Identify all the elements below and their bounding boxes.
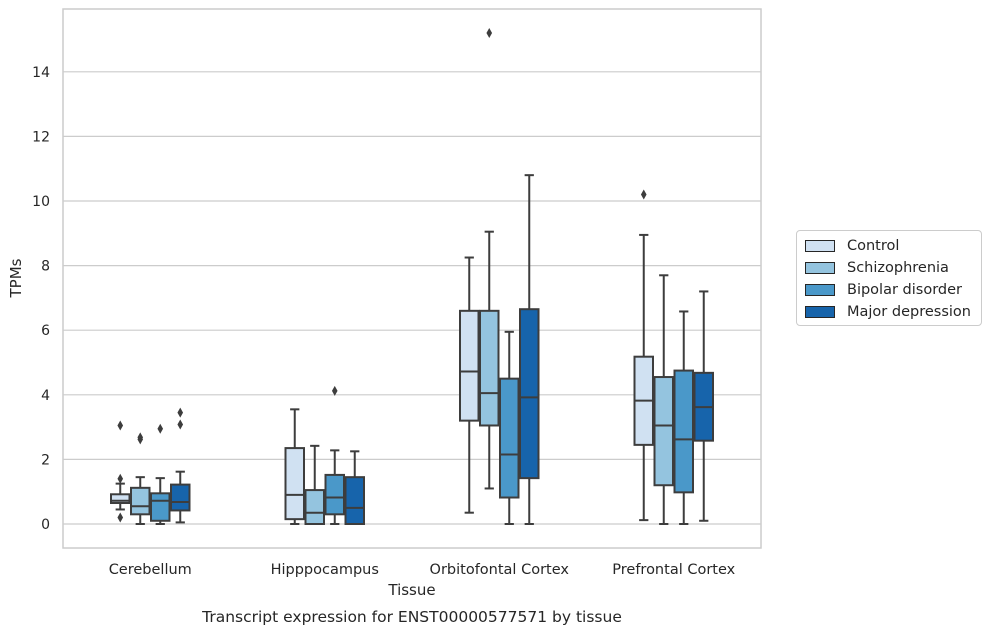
box-3-2 [519, 174, 540, 525]
y-tick-labels: 0 2 4 6 8 10 12 14 [32, 65, 50, 533]
chart-title: Transcript expression for ENST0000057757… [201, 608, 622, 626]
box-1-0 [130, 432, 151, 525]
box-body [324, 473, 345, 516]
box-2-1 [324, 385, 345, 525]
x-tick-label: Cerebellum [109, 562, 192, 578]
outlier-point [640, 189, 647, 200]
legend-item-schizophrenia: Schizophrenia [805, 258, 949, 278]
box-body [499, 377, 520, 499]
box-body [673, 369, 694, 494]
y-tick-label: 8 [41, 259, 50, 275]
box-0-1 [284, 408, 305, 525]
legend-swatch-major-depression [805, 306, 835, 318]
box-body [519, 308, 540, 480]
x-tick-labels: Cerebellum Hipppocampus Orbitofontal Corte… [109, 562, 736, 578]
y-tick-label: 0 [41, 517, 50, 533]
x-axis-label: Tissue [387, 581, 435, 599]
legend-swatch-control [805, 240, 835, 252]
outlier-point [157, 423, 164, 434]
box-body [344, 476, 365, 526]
legend: Control Schizophrenia Bipolar disorder M… [796, 230, 982, 326]
outlier-point [486, 28, 493, 39]
box-body [479, 309, 500, 427]
y-tick-label: 6 [41, 323, 50, 339]
y-tick-label: 14 [32, 65, 50, 81]
legend-item-control: Control [805, 236, 899, 256]
x-tick-label: Prefrontal Cortex [612, 562, 735, 578]
y-tick-label: 2 [41, 452, 50, 468]
legend-label-schizophrenia: Schizophrenia [847, 260, 949, 276]
x-tick-label: Hipppocampus [271, 562, 379, 578]
y-tick-label: 10 [32, 194, 50, 210]
grid-lines [63, 71, 761, 525]
box-body [304, 489, 325, 525]
box-body [150, 492, 171, 522]
plot-boxes [110, 28, 714, 526]
box-1-1 [304, 444, 325, 525]
box-body [130, 486, 151, 516]
box-2-2 [499, 330, 520, 525]
box-2-3 [673, 310, 694, 525]
outlier-point [331, 385, 338, 396]
box-0-3 [633, 189, 654, 522]
box-3-3 [693, 290, 714, 522]
box-0-0 [110, 420, 131, 523]
outlier-point [117, 420, 124, 431]
box-2-0 [150, 423, 171, 525]
legend-swatch-bipolar-disorder [805, 284, 835, 296]
legend-label-bipolar-disorder: Bipolar disorder [847, 282, 962, 298]
outlier-point [177, 407, 184, 418]
box-body [110, 493, 131, 505]
outlier-point [117, 473, 124, 484]
outlier-point [137, 432, 144, 443]
box-1-2 [479, 28, 500, 490]
box-3-1 [344, 450, 365, 526]
legend-item-bipolar-disorder: Bipolar disorder [805, 280, 962, 300]
box-3-0 [170, 407, 191, 524]
outlier-point [117, 512, 124, 523]
box-body [653, 376, 674, 487]
box-body [459, 309, 480, 422]
y-axis-label: TPMs [7, 258, 25, 298]
legend-swatch-schizophrenia [805, 262, 835, 274]
plot-frame [62, 8, 762, 549]
legend-item-major-depression: Major depression [805, 302, 971, 322]
y-tick-label: 4 [41, 388, 50, 404]
box-body [170, 483, 191, 512]
legend-label-major-depression: Major depression [847, 304, 971, 320]
legend-label-control: Control [847, 238, 900, 254]
outlier-point [177, 419, 184, 430]
x-tick-label: Orbitofontal Cortex [430, 562, 570, 578]
box-0-2 [459, 256, 480, 514]
box-body [284, 447, 305, 521]
y-tick-label: 12 [32, 129, 50, 145]
box-1-3 [653, 274, 674, 525]
